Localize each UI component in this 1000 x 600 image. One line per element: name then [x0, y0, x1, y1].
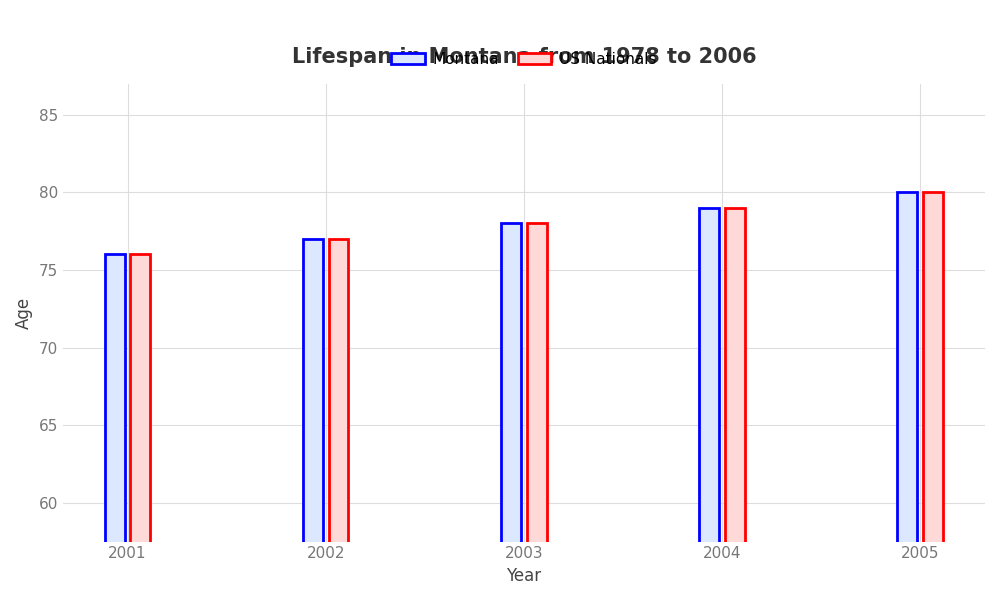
X-axis label: Year: Year [506, 567, 541, 585]
Bar [501, 223, 521, 600]
Bar [699, 208, 719, 600]
Bar [923, 192, 943, 600]
Title: Lifespan in Montana from 1978 to 2006: Lifespan in Montana from 1978 to 2006 [292, 47, 756, 67]
Legend: Montana, US Nationals: Montana, US Nationals [385, 46, 662, 73]
Bar [130, 254, 150, 600]
Bar [329, 239, 348, 600]
Bar [725, 208, 745, 600]
Bar [303, 239, 323, 600]
Bar [527, 223, 547, 600]
Y-axis label: Age: Age [15, 296, 33, 329]
Bar [897, 192, 917, 600]
Bar [105, 254, 125, 600]
